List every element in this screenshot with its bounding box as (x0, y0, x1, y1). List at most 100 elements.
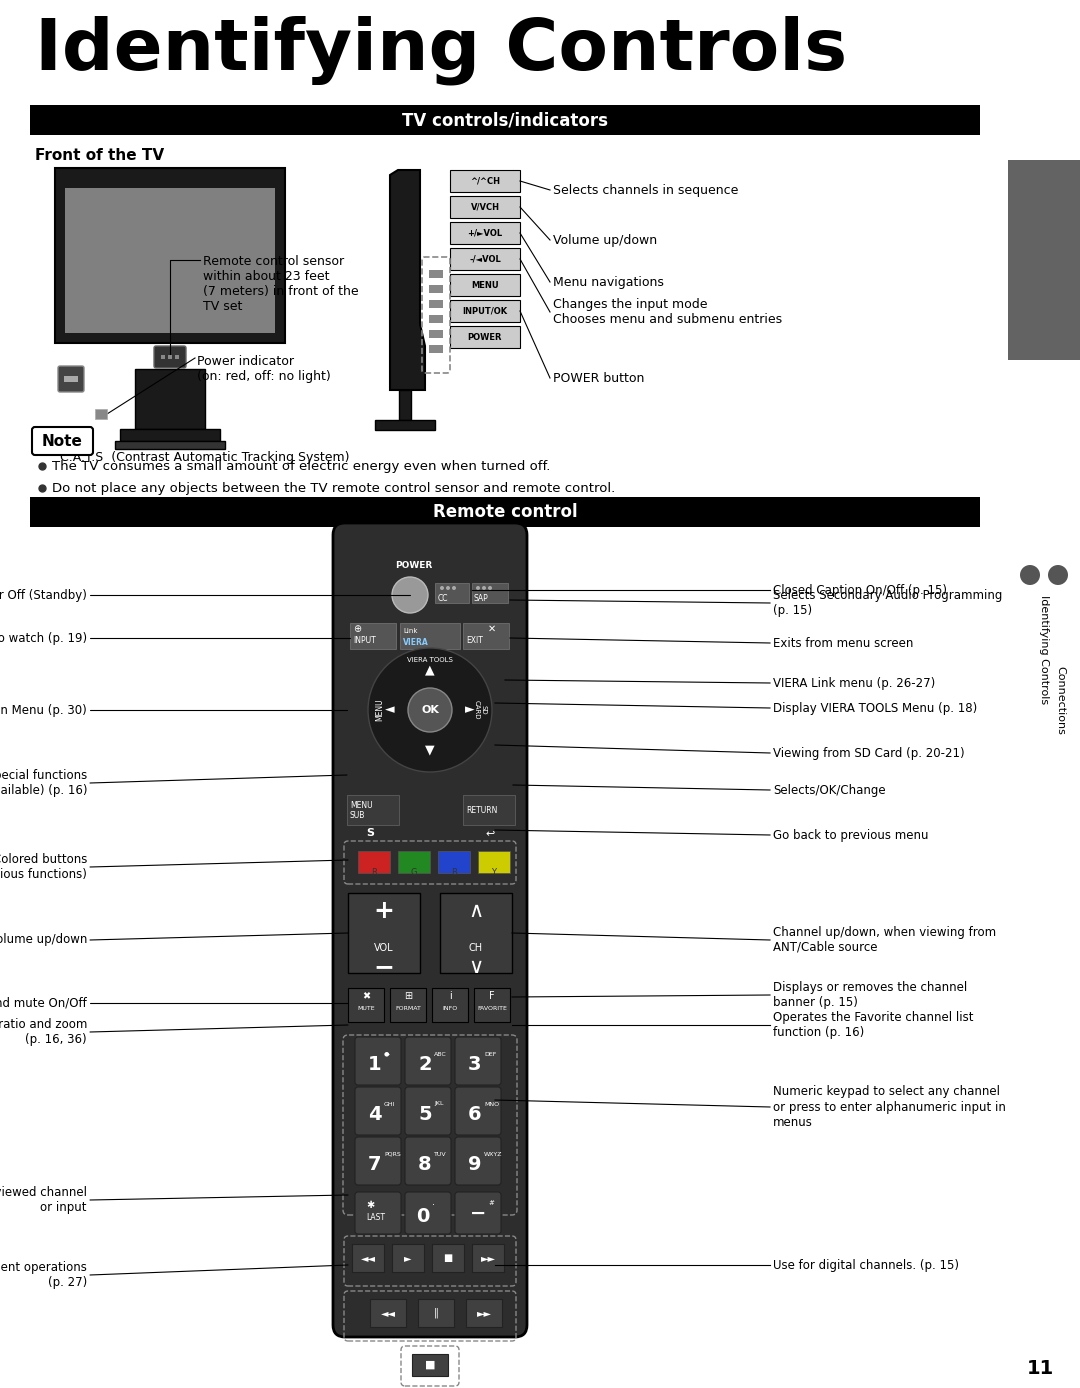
Text: ►: ► (404, 1253, 411, 1263)
Text: ABC: ABC (434, 1052, 447, 1056)
FancyBboxPatch shape (455, 1087, 501, 1135)
Text: Displays Main Menu (p. 30): Displays Main Menu (p. 30) (0, 704, 87, 716)
Bar (474, 988, 510, 1022)
Text: VIERA: VIERA (403, 637, 429, 647)
Text: ⊞: ⊞ (404, 991, 413, 1001)
Circle shape (408, 688, 453, 731)
Bar (429, 285, 443, 293)
Circle shape (368, 648, 492, 772)
Bar (450, 300, 519, 322)
FancyBboxPatch shape (405, 1192, 451, 1234)
Text: ✖: ✖ (362, 991, 370, 1001)
Text: Changes aspect ratio and zoom
(p. 16, 36): Changes aspect ratio and zoom (p. 16, 36… (0, 1017, 87, 1047)
Bar (450, 222, 519, 244)
Bar (350, 623, 396, 650)
Text: MENU: MENU (471, 280, 499, 290)
Circle shape (488, 586, 492, 590)
Text: Switches TV On or Off (Standby): Switches TV On or Off (Standby) (0, 589, 87, 601)
Bar (450, 196, 519, 218)
Text: ·: · (432, 1201, 435, 1210)
Polygon shape (390, 169, 426, 390)
Text: Link: Link (403, 627, 418, 634)
Text: MENU: MENU (376, 698, 384, 722)
Text: 0: 0 (416, 1208, 430, 1227)
Text: INFO: INFO (443, 1005, 458, 1010)
Bar (1008, 160, 1080, 359)
Text: ↩: ↩ (485, 829, 495, 838)
Bar (120, 429, 220, 441)
Bar (392, 1244, 424, 1271)
Text: CH: CH (469, 942, 483, 954)
Text: VIERA Link menu (p. 26-27): VIERA Link menu (p. 26-27) (773, 676, 935, 690)
Bar (440, 892, 512, 973)
Text: ►: ► (465, 704, 475, 716)
Text: i: i (448, 991, 451, 1001)
FancyBboxPatch shape (455, 1137, 501, 1185)
Text: JKL: JKL (434, 1102, 444, 1106)
Text: ◄◄: ◄◄ (361, 1253, 376, 1263)
Bar (64, 376, 78, 382)
Bar (450, 326, 519, 348)
Text: ⊕: ⊕ (353, 625, 361, 634)
FancyBboxPatch shape (154, 346, 186, 368)
Text: 9: 9 (468, 1155, 482, 1174)
Bar (435, 583, 469, 602)
Text: Selects Secondary Audio Programming
(p. 15): Selects Secondary Audio Programming (p. … (773, 589, 1002, 618)
Bar (463, 795, 515, 824)
Bar (30, 497, 980, 527)
Text: Note: Note (41, 433, 82, 448)
FancyBboxPatch shape (333, 523, 527, 1337)
FancyBboxPatch shape (405, 1137, 451, 1185)
Text: 4: 4 (368, 1105, 381, 1124)
Text: SAP: SAP (474, 594, 489, 602)
Text: FAVORITE: FAVORITE (477, 1005, 507, 1010)
Text: Numeric keypad to select any channel
or press to enter alphanumeric input in
men: Numeric keypad to select any channel or … (773, 1085, 1005, 1128)
Text: Do not place any objects between the TV remote control sensor and remote control: Do not place any objects between the TV … (52, 482, 616, 494)
Bar (432, 1244, 464, 1271)
Text: Use for digital channels. (p. 15): Use for digital channels. (p. 15) (773, 1259, 959, 1271)
Bar (429, 300, 443, 308)
Bar (175, 355, 179, 359)
Bar (357, 851, 390, 873)
Bar (161, 355, 165, 359)
Text: ■: ■ (424, 1360, 435, 1370)
Text: -/◄VOL: -/◄VOL (469, 254, 501, 264)
Text: RETURN: RETURN (465, 805, 498, 815)
Bar (65, 187, 275, 333)
Bar (95, 409, 107, 419)
Text: Power indicator
(on: red, off: no light): Power indicator (on: red, off: no light) (197, 355, 330, 383)
Text: SUB: SUB (350, 811, 365, 819)
Text: 1: 1 (368, 1055, 381, 1074)
Circle shape (1048, 565, 1068, 584)
Circle shape (482, 586, 486, 590)
Bar (472, 583, 508, 602)
Text: The TV consumes a small amount of electric energy even when turned off.: The TV consumes a small amount of electr… (52, 459, 551, 472)
Text: ●·: ●· (384, 1052, 391, 1056)
Text: Remote control sensor
within about 23 feet
(7 meters) in front of the
TV set: Remote control sensor within about 23 fe… (203, 255, 359, 314)
Text: SD
CARD: SD CARD (473, 701, 486, 720)
Circle shape (453, 586, 456, 590)
Bar (450, 248, 519, 271)
FancyBboxPatch shape (355, 1137, 401, 1185)
Bar (465, 1299, 502, 1327)
Text: Closed Caption On/Off (p. 15): Closed Caption On/Off (p. 15) (773, 583, 947, 597)
Text: Y: Y (491, 868, 497, 877)
Text: C.A.T.S  (Contrast Automatic Tracking System): C.A.T.S (Contrast Automatic Tracking Sys… (60, 451, 350, 464)
Text: Changes the input mode
Chooses menu and submenu entries: Changes the input mode Chooses menu and … (553, 298, 782, 326)
Text: 11: 11 (1026, 1359, 1054, 1377)
Text: −: − (374, 955, 394, 979)
Text: ✱: ✱ (366, 1201, 374, 1210)
Circle shape (1020, 565, 1040, 584)
Text: ►►: ►► (476, 1307, 491, 1319)
Text: Connections: Connections (1055, 666, 1065, 734)
Text: FORMAT: FORMAT (395, 1005, 421, 1010)
Circle shape (476, 586, 480, 590)
Text: Front of the TV: Front of the TV (35, 149, 164, 162)
Bar (348, 988, 384, 1022)
Bar (347, 795, 399, 824)
Text: ✕: ✕ (488, 625, 496, 634)
Text: Select source to watch (p. 19): Select source to watch (p. 19) (0, 632, 87, 644)
Text: 7: 7 (368, 1155, 381, 1174)
Text: ◄: ◄ (386, 704, 395, 716)
Bar (429, 271, 443, 278)
